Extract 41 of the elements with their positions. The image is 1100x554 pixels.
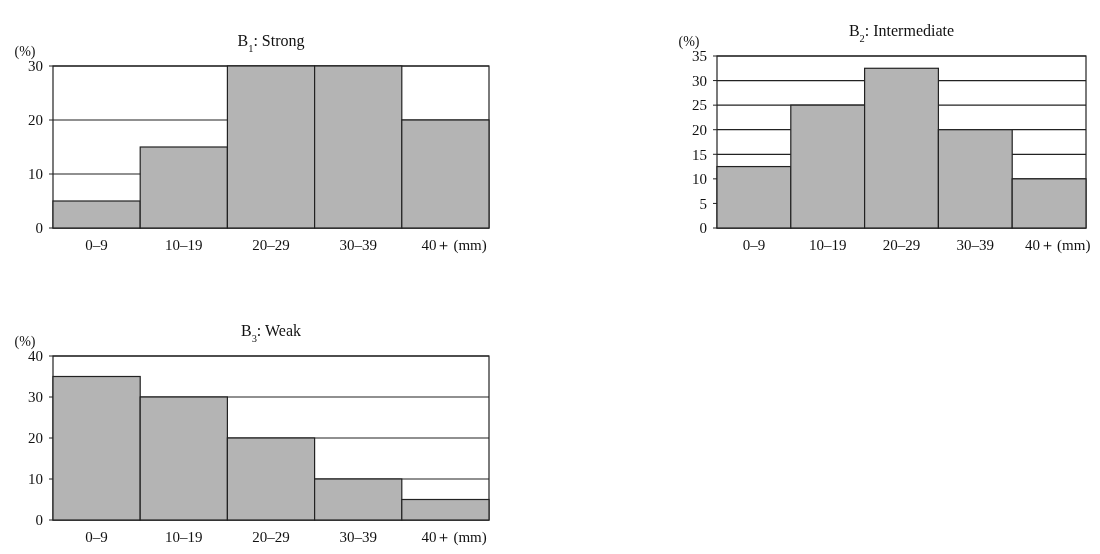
y-axis-title: (%) xyxy=(14,334,36,350)
x-tick-label: 30–39 xyxy=(339,529,377,545)
y-tick-label: 10 xyxy=(28,471,43,488)
y-tick-label: 10 xyxy=(28,166,43,183)
x-tick-label: 30–39 xyxy=(956,237,995,253)
x-tick-label: 10–19 xyxy=(808,237,847,253)
chart-title: B$_{3}$: Weak xyxy=(240,322,302,344)
x-tick-label: 20–29 xyxy=(882,237,921,253)
y-tick-label: 0 xyxy=(35,512,43,529)
y-tick-label: 0 xyxy=(699,220,707,237)
y-tick-label: 10 xyxy=(692,171,707,188)
y-tick-label: 15 xyxy=(692,146,707,163)
y-tick-label: 30 xyxy=(28,58,43,75)
x-tick-label: 0–9 xyxy=(85,529,108,545)
x-axis-title: (mm) xyxy=(453,529,487,546)
x-tick-label: 20–29 xyxy=(252,529,290,545)
x-tick-label: 10–19 xyxy=(165,529,203,545)
x-axis-title: (mm) xyxy=(1057,237,1091,254)
y-tick-label: 40 xyxy=(28,348,43,365)
chart-title: B$_{2}$: Intermediate xyxy=(848,22,955,44)
y-axis-title: (%) xyxy=(678,34,700,50)
x-axis-title: (mm) xyxy=(453,237,487,254)
y-tick-label: 35 xyxy=(692,48,707,65)
x-tick-label: 0–9 xyxy=(742,237,766,253)
y-tick-label: 20 xyxy=(692,121,707,138)
y-tick-label: 20 xyxy=(28,430,43,447)
x-tick-label: 40＋ xyxy=(1025,237,1056,253)
x-tick-label: 20–29 xyxy=(252,237,290,253)
y-tick-label: 5 xyxy=(699,195,707,212)
chart-title: B$_{1}$: Strong xyxy=(237,32,305,54)
y-axis-title: (%) xyxy=(14,44,36,60)
x-tick-label: 40＋ xyxy=(421,237,452,253)
y-tick-label: 0 xyxy=(35,220,43,237)
y-tick-label: 25 xyxy=(692,97,707,114)
y-tick-label: 20 xyxy=(28,112,43,129)
x-tick-label: 30–39 xyxy=(339,237,377,253)
x-tick-label: 10–19 xyxy=(165,237,203,253)
y-tick-label: 30 xyxy=(28,389,43,406)
x-tick-label: 0–9 xyxy=(85,237,108,253)
x-tick-label: 40＋ xyxy=(421,529,452,545)
y-tick-label: 30 xyxy=(692,72,707,89)
